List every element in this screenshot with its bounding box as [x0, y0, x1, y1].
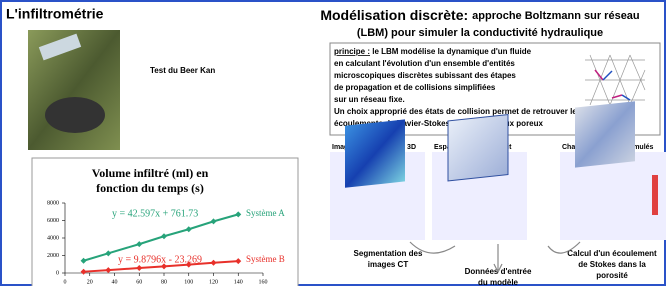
- x-tick-label: 20: [87, 279, 93, 285]
- x-tick-label: 80: [161, 279, 167, 285]
- chart-title: Volume infiltré (ml) en: [92, 166, 209, 180]
- principle-line: Un choix approprié des états de collisio…: [334, 107, 582, 116]
- x-tick-label: 0: [64, 279, 67, 285]
- x-tick-label: 40: [112, 279, 118, 285]
- principle-line: microscopiques discrètes subissant des é…: [334, 71, 516, 80]
- caption: Calcul d'un écoulement: [567, 249, 657, 258]
- y-tick-label: 2000: [47, 253, 59, 259]
- principle-line: de propagation et de collisions simplifi…: [334, 83, 496, 92]
- series-name: Système A: [246, 208, 285, 218]
- principle-line: sur un réseau fixe.: [334, 95, 405, 104]
- right-title-main: Modélisation discrète:: [320, 7, 468, 23]
- caption: porosité: [596, 271, 628, 280]
- equation: y = 9.8796x - 23.269: [118, 254, 202, 265]
- principle-line: en calculant l'évolution d'un ensemble d…: [334, 59, 515, 68]
- image-tomography: [345, 119, 405, 187]
- poster: L'infiltrométrie Test du Beer Kan Volume…: [0, 0, 666, 286]
- image-velocity: [575, 101, 635, 167]
- x-tick-label: 60: [136, 279, 142, 285]
- y-tick-label: 6000: [47, 218, 59, 224]
- x-tick-label: 100: [184, 279, 193, 285]
- x-tick-label: 160: [259, 279, 268, 285]
- right-title-sub: approche Boltzmann sur réseau: [472, 10, 640, 22]
- series-name: Système B: [246, 254, 285, 264]
- principle-text: le LBM modélise la dynamique d'un fluide: [370, 47, 532, 56]
- photo-ring: [45, 97, 105, 133]
- x-tick-label: 120: [209, 279, 218, 285]
- image-pore-space: [448, 115, 508, 181]
- photo-caption: Test du Beer Kan: [150, 66, 215, 75]
- principle-label: principe :: [334, 47, 370, 56]
- caption: images CT: [368, 260, 409, 269]
- y-tick-label: 0: [56, 270, 59, 276]
- chart-title: fonction du temps (s): [96, 181, 204, 195]
- y-tick-label: 8000: [47, 200, 59, 206]
- equation: y = 42.597x + 761.73: [112, 208, 198, 219]
- page: L'infiltrométrie Test du Beer Kan Volume…: [0, 0, 666, 286]
- caption: de Stokes dans la: [578, 260, 646, 269]
- left-title: L'infiltrométrie: [6, 6, 104, 22]
- caption: du modèle: [478, 278, 519, 286]
- right-title-sub: (LBM) pour simuler la conductivité hydra…: [357, 27, 603, 39]
- right-title: Modélisation discrète: approche Boltzmann…: [320, 7, 639, 23]
- principle-line: principe : le LBM modélise la dynamique …: [334, 47, 532, 56]
- caption: Segmentation des: [354, 249, 423, 258]
- colorbar: [652, 175, 658, 215]
- x-tick-label: 140: [234, 279, 243, 285]
- y-tick-label: 4000: [47, 235, 59, 241]
